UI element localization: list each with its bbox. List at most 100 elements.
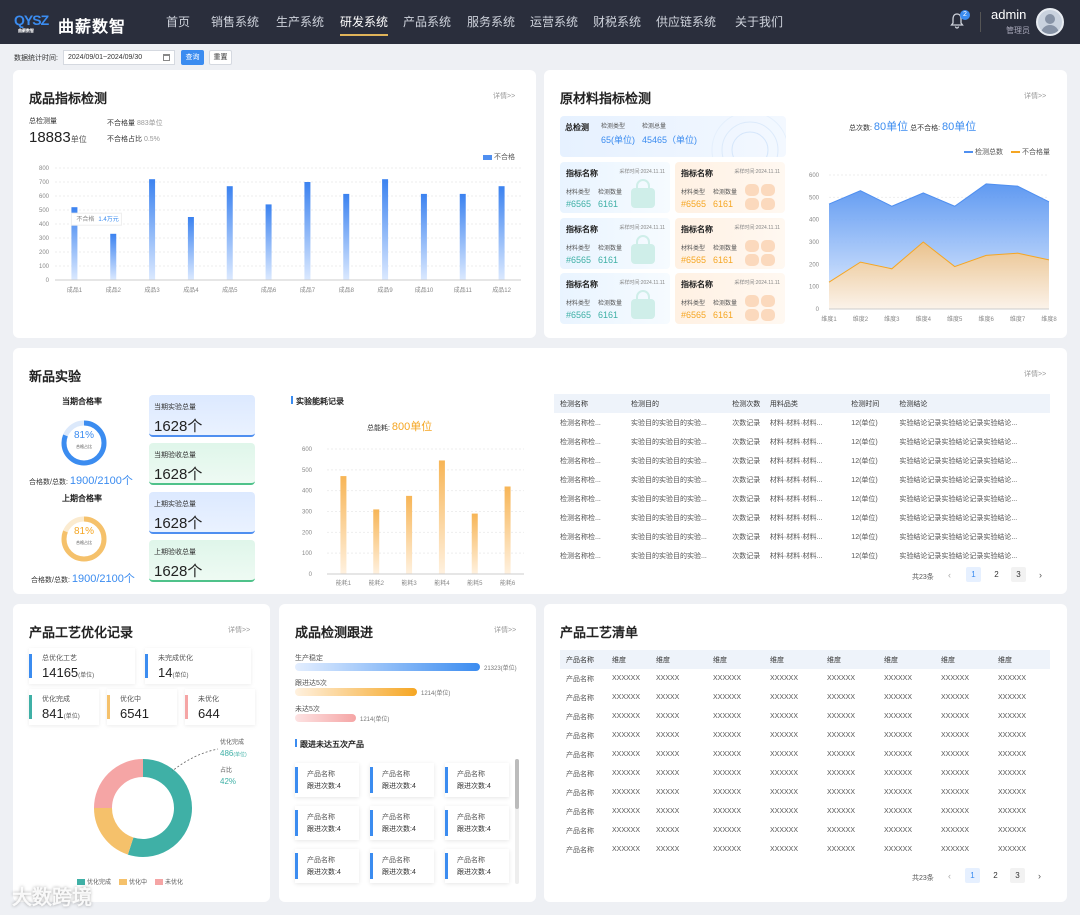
material-item[interactable]: 指标名称 采样时间:2024.11.11 材料类型 检测数量 #6565 6161 bbox=[560, 162, 670, 213]
bar-成品12[interactable] bbox=[498, 186, 505, 280]
column-header[interactable]: 维度 bbox=[650, 650, 707, 669]
bar-成品6[interactable] bbox=[265, 204, 272, 280]
column-header[interactable]: 检测结论 bbox=[893, 394, 1050, 413]
date-range-input[interactable]: 2024/09/01~2024/09/30 bbox=[63, 50, 175, 65]
material-item[interactable]: 指标名称 采样时间:2024.11.11 材料类型 检测数量 #6565 6161 bbox=[675, 218, 785, 269]
page-2[interactable]: 2 bbox=[994, 570, 999, 579]
table-row[interactable]: 产品名称 XXXXXX XXXXX XXXXXX XXXXXX XXXXXX XXXXXX X… bbox=[560, 802, 1050, 821]
bar-成品2[interactable] bbox=[110, 233, 117, 280]
bar-成品10[interactable] bbox=[420, 193, 427, 280]
slice-未优化[interactable] bbox=[94, 759, 144, 809]
menu-item-5[interactable]: 服务系统 bbox=[467, 15, 516, 29]
menu-item-4[interactable]: 产品系统 bbox=[403, 15, 452, 29]
bar-成品4[interactable] bbox=[187, 217, 194, 280]
bar-能耗1[interactable] bbox=[340, 476, 347, 574]
bell-icon[interactable] bbox=[950, 13, 964, 29]
bar-成品8[interactable] bbox=[343, 193, 350, 280]
menu-item-6[interactable]: 运营系统 bbox=[530, 15, 579, 29]
table-row[interactable]: 检测名称检... 实验目的实验目的实验... 次数记录 材料·材料·材料... 12(单… bbox=[554, 527, 1050, 546]
table-row[interactable]: 检测名称检... 实验目的实验目的实验... 次数记录 材料·材料·材料... 12(单… bbox=[554, 508, 1050, 527]
tracking-item[interactable]: 产品名称 跟进次数:4 bbox=[370, 806, 434, 840]
next-page-icon[interactable]: › bbox=[1039, 570, 1042, 580]
bar-成品1[interactable] bbox=[71, 207, 78, 280]
page-3[interactable]: 3 bbox=[1011, 567, 1026, 582]
column-header[interactable]: 维度 bbox=[878, 650, 935, 669]
column-header[interactable]: 维度 bbox=[606, 650, 650, 669]
menu-item-7[interactable]: 财税系统 bbox=[593, 15, 642, 29]
slice-优化完成[interactable] bbox=[127, 759, 192, 857]
material-item[interactable]: 指标名称 采样时间:2024.11.11 材料类型 检测数量 #6565 6161 bbox=[675, 162, 785, 213]
table-row[interactable]: 检测名称检... 实验目的实验目的实验... 次数记录 材料·材料·材料... 12(单… bbox=[554, 413, 1050, 432]
table-row[interactable]: 产品名称 XXXXXX XXXXX XXXXXX XXXXXX XXXXXX XXXXXX X… bbox=[560, 783, 1050, 802]
bar-成品9[interactable] bbox=[382, 179, 389, 280]
tracking-item[interactable]: 产品名称 跟进次数:4 bbox=[445, 806, 509, 840]
tracking-item[interactable]: 产品名称 跟进次数:4 bbox=[445, 763, 509, 797]
tracking-item[interactable]: 产品名称 跟进次数:4 bbox=[295, 763, 359, 797]
tracking-item[interactable]: 产品名称 跟进次数:4 bbox=[295, 849, 359, 883]
bar-能耗5[interactable] bbox=[471, 513, 478, 574]
table-row[interactable]: 产品名称 XXXXXX XXXXX XXXXXX XXXXXX XXXXXX XXXXXX X… bbox=[560, 821, 1050, 840]
menu-item-1[interactable]: 销售系统 bbox=[211, 15, 260, 29]
slice-优化中[interactable] bbox=[94, 807, 134, 855]
legend-item[interactable]: 优化完成 bbox=[77, 879, 111, 886]
table-row[interactable]: 产品名称 XXXXXX XXXXX XXXXXX XXXXXX XXXXXX XXXXXX X… bbox=[560, 669, 1050, 688]
bar-能耗4[interactable] bbox=[438, 460, 445, 574]
next-page-icon[interactable]: › bbox=[1038, 871, 1041, 881]
table-row[interactable]: 检测名称检... 实验目的实验目的实验... 次数记录 材料·材料·材料... 12(单… bbox=[554, 470, 1050, 489]
menu-item-8[interactable]: 供应链系统 bbox=[656, 15, 717, 29]
avatar[interactable] bbox=[1036, 8, 1064, 36]
bar-能耗2[interactable] bbox=[373, 509, 380, 574]
menu-item-3[interactable]: 研发系统 bbox=[340, 0, 389, 44]
table-row[interactable]: 产品名称 XXXXXX XXXXX XXXXXX XXXXXX XXXXXX XXXXXX X… bbox=[560, 764, 1050, 783]
menu-item-9[interactable]: 关于我们 bbox=[735, 15, 784, 29]
details-link[interactable]: 详情>> bbox=[494, 627, 517, 634]
legend-item[interactable]: 未优化 bbox=[155, 879, 183, 886]
tracking-item[interactable]: 产品名称 跟进次数:4 bbox=[370, 763, 434, 797]
column-header[interactable]: 产品名称 bbox=[560, 650, 606, 669]
bar-能耗3[interactable] bbox=[406, 495, 413, 574]
table-row[interactable]: 产品名称 XXXXXX XXXXX XXXXXX XXXXXX XXXXXX XXXXXX X… bbox=[560, 840, 1050, 859]
material-item[interactable]: 指标名称 采样时间:2024.11.11 材料类型 检测数量 #6565 6161 bbox=[560, 273, 670, 324]
details-link[interactable]: 详情>> bbox=[1024, 93, 1047, 100]
details-link[interactable]: 详情>> bbox=[1024, 371, 1047, 378]
table-row[interactable]: 检测名称检... 实验目的实验目的实验... 次数记录 材料·材料·材料... 12(单… bbox=[554, 546, 1050, 565]
query-button[interactable]: 查询 bbox=[181, 50, 204, 65]
tracking-item[interactable]: 产品名称 跟进次数:4 bbox=[295, 806, 359, 840]
column-header[interactable]: 维度 bbox=[992, 650, 1050, 669]
column-header[interactable]: 检测时间 bbox=[845, 394, 894, 413]
bar-能耗6[interactable] bbox=[504, 486, 511, 575]
table-row[interactable]: 检测名称检... 实验目的实验目的实验... 次数记录 材料·材料·材料... 12(单… bbox=[554, 451, 1050, 470]
reset-button[interactable]: 重置 bbox=[209, 50, 232, 65]
column-header[interactable]: 检测目的 bbox=[625, 394, 727, 413]
bar-成品5[interactable] bbox=[226, 186, 233, 280]
bar-成品3[interactable] bbox=[149, 179, 156, 280]
column-header[interactable]: 维度 bbox=[764, 650, 821, 669]
details-link[interactable]: 详情>> bbox=[228, 627, 251, 634]
prev-page-icon[interactable]: ‹ bbox=[948, 570, 951, 580]
tracking-item[interactable]: 产品名称 跟进次数:4 bbox=[445, 849, 509, 883]
column-header[interactable]: 维度 bbox=[935, 650, 992, 669]
column-header[interactable]: 用料品类 bbox=[763, 394, 846, 413]
page-2[interactable]: 2 bbox=[993, 871, 998, 880]
table-row[interactable]: 产品名称 XXXXXX XXXXX XXXXXX XXXXXX XXXXXX XXXXXX X… bbox=[560, 688, 1050, 707]
bar-成品11[interactable] bbox=[459, 193, 466, 280]
scrollbar[interactable] bbox=[515, 759, 519, 884]
page-1[interactable]: 1 bbox=[966, 567, 981, 582]
column-header[interactable]: 检测次数 bbox=[726, 394, 764, 413]
page-3[interactable]: 3 bbox=[1010, 868, 1025, 883]
table-row[interactable]: 产品名称 XXXXXX XXXXX XXXXXX XXXXXX XXXXXX XXXXXX X… bbox=[560, 745, 1050, 764]
bar-成品7[interactable] bbox=[304, 182, 311, 280]
menu-item-0[interactable]: 首页 bbox=[166, 15, 191, 29]
table-row[interactable]: 检测名称检... 实验目的实验目的实验... 次数记录 材料·材料·材料... 12(单… bbox=[554, 432, 1050, 451]
column-header[interactable]: 维度 bbox=[707, 650, 764, 669]
material-item[interactable]: 指标名称 采样时间:2024.11.11 材料类型 检测数量 #6565 6161 bbox=[675, 273, 785, 324]
material-item[interactable]: 指标名称 采样时间:2024.11.11 材料类型 检测数量 #6565 6161 bbox=[560, 218, 670, 269]
table-row[interactable]: 检测名称检... 实验目的实验目的实验... 次数记录 材料·材料·材料... 12(单… bbox=[554, 489, 1050, 508]
column-header[interactable]: 检测名称 bbox=[554, 394, 625, 413]
prev-page-icon[interactable]: ‹ bbox=[948, 871, 951, 881]
logo[interactable]: QYSZ 曲薪数智 bbox=[14, 12, 49, 33]
table-row[interactable]: 产品名称 XXXXXX XXXXX XXXXXX XXXXXX XXXXXX XXXXXX X… bbox=[560, 726, 1050, 745]
tracking-item[interactable]: 产品名称 跟进次数:4 bbox=[370, 849, 434, 883]
page-1[interactable]: 1 bbox=[965, 868, 980, 883]
table-row[interactable]: 产品名称 XXXXXX XXXXX XXXXXX XXXXXX XXXXXX XXXXXX X… bbox=[560, 707, 1050, 726]
